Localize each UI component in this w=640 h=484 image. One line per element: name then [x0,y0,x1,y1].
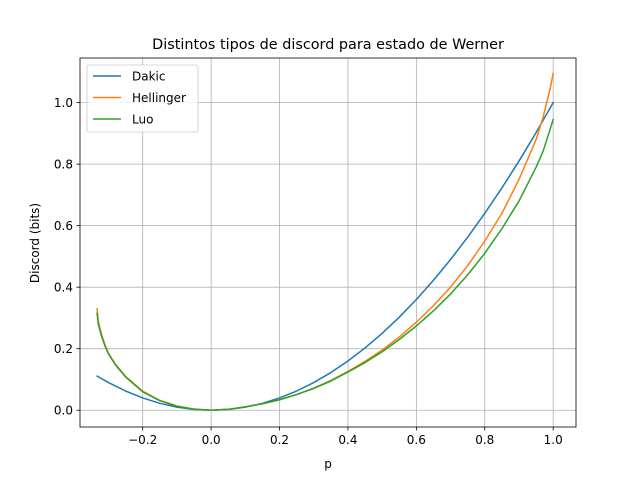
x-axis-label: p [324,457,332,471]
legend-label-hellinger: Hellinger [132,91,186,105]
grid [80,58,576,427]
y-tick-label: 0.0 [54,404,73,418]
series-line-dakic [96,101,555,411]
x-tick-label: 0.8 [475,433,494,447]
x-tick-label: 0.6 [407,433,426,447]
x-tick-label: −0.2 [128,433,157,447]
legend-box [86,64,199,133]
series-layer [96,72,555,411]
x-tick-label: 1.0 [544,433,563,447]
x-tick-label: 0.2 [270,433,289,447]
x-tick-label: 0.4 [338,433,357,447]
legend-label-dakic: Dakic [132,69,165,83]
x-tick-label: 0.0 [202,433,221,447]
legend-label-luo: Luo [132,112,153,126]
y-tick-label: 0.6 [54,219,73,233]
y-tick-label: 0.8 [54,157,73,171]
chart-title: Distintos tipos de discord para estado d… [152,37,504,53]
y-tick-label: 0.4 [54,280,73,294]
legend: Dakic Hellinger Luo [86,64,199,133]
axes-frame [79,57,577,428]
ticks: −0.2 0.0 0.2 0.4 0.6 0.8 1.0 0.0 0.2 0.4 0.6 0.8 1.0 [54,96,563,447]
series-line-luo [96,118,555,411]
y-axis-label: Discord (bits) [28,203,42,283]
y-tick-label: 1.0 [54,96,73,110]
y-tick-label: 0.2 [54,342,73,356]
